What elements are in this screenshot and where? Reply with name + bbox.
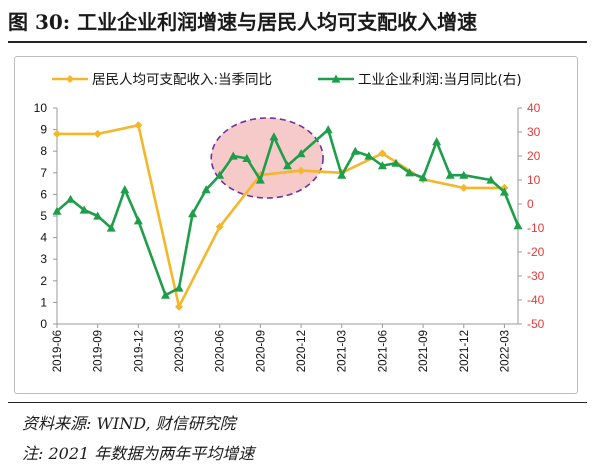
footer-rule <box>8 402 587 403</box>
profit-data-point <box>174 283 184 292</box>
profit-data-point <box>283 161 292 170</box>
profit-data-point <box>66 194 76 203</box>
legend-profit-label: 工业企业利润:当月同比(右) <box>358 71 522 88</box>
profit-data-point <box>364 151 374 160</box>
profit-data-point <box>405 168 415 177</box>
legend: 居民人均可支配收入:当季同比 工业企业利润:当月同比(右) <box>52 71 522 88</box>
right-tick-label: 30 <box>527 125 541 139</box>
left-tick-label: 1 <box>40 295 47 309</box>
profit-data-point <box>93 211 103 220</box>
profit-data-point <box>215 170 225 179</box>
profit-series-line <box>56 128 520 297</box>
profit-data-point <box>269 132 279 141</box>
income-data-point <box>93 129 102 138</box>
right-tick-label: -40 <box>527 293 545 307</box>
profit-data-point <box>106 223 116 232</box>
income-series-line <box>57 124 505 309</box>
profit-data-point <box>228 151 238 160</box>
profit-data-point <box>445 170 455 179</box>
profit-data-point <box>337 170 347 179</box>
legend-income-label: 居民人均可支配收入:当季同比 <box>92 72 272 88</box>
profit-data-point <box>242 153 252 162</box>
income-data-point <box>378 149 387 158</box>
source-note: 资料来源: WIND, 财信研究院 <box>22 414 236 433</box>
x-tick-label: 2021-06 <box>377 330 389 372</box>
left-tick-label: 0 <box>40 317 47 331</box>
profit-data-point <box>499 187 509 196</box>
x-tick-label: 2019-06 <box>52 330 64 372</box>
left-tick-label: 2 <box>40 274 47 288</box>
income-data-point <box>459 183 468 192</box>
profit-data-point <box>323 125 333 134</box>
right-tick-label: 20 <box>527 149 541 163</box>
x-tick-label: 2020-03 <box>174 330 186 372</box>
legend-income-marker <box>66 75 74 83</box>
figure-title: 图 30: 工业企业利润增速与居民人均可支配收入增速 <box>8 10 478 34</box>
profit-data-point <box>418 173 428 182</box>
series-layer <box>52 121 523 311</box>
right-tick-label: -50 <box>527 317 545 331</box>
income-data-point <box>215 222 224 231</box>
right-tick-label: 0 <box>527 197 534 211</box>
footnote: 注: 2021 年数据为两年平均增速 <box>22 444 255 463</box>
profit-data-point <box>255 175 265 184</box>
income-data-point <box>134 121 143 130</box>
left-tick-label: 5 <box>40 209 47 223</box>
income-data-point <box>297 166 306 175</box>
left-tick-label: 8 <box>40 144 47 158</box>
profit-data-point <box>79 205 89 214</box>
income-data-point <box>53 129 61 138</box>
profit-data-point <box>160 290 170 299</box>
profit-data-point <box>133 216 143 225</box>
x-tick-label: 2019-12 <box>133 330 145 372</box>
x-tick-label: 2020-09 <box>255 330 267 372</box>
profit-data-point <box>377 161 387 170</box>
profit-data-point <box>513 221 523 230</box>
left-tick-label: 10 <box>34 101 48 115</box>
legend-profit-marker <box>331 74 341 83</box>
right-tick-label: -20 <box>527 245 545 259</box>
right-tick-label: -30 <box>527 269 545 283</box>
profit-data-point <box>52 206 62 215</box>
left-tick-label: 9 <box>40 123 47 137</box>
left-tick-label: 4 <box>40 231 47 245</box>
left-tick-label: 7 <box>40 166 47 180</box>
income-data-point <box>175 302 184 311</box>
right-tick-label: 40 <box>527 101 541 115</box>
profit-data-point <box>201 185 211 194</box>
profit-data-point <box>391 158 401 167</box>
profit-data-point <box>120 185 130 194</box>
left-tick-label: 3 <box>40 252 47 266</box>
profit-data-point <box>486 175 496 184</box>
profit-data-point <box>459 170 469 179</box>
x-tick-label: 2022-03 <box>499 330 511 372</box>
x-tick-label: 2020-12 <box>296 330 308 372</box>
title-underline <box>8 41 587 43</box>
profit-data-point <box>296 149 306 158</box>
right-tick-label: 10 <box>527 173 541 187</box>
axes-layer: 0 1 2 3 4 5 6 7 8 9 10 40 30 20 10 0 -10 -20 -30 -40 -50 2019… <box>34 101 545 372</box>
left-tick-label: 6 <box>40 187 47 201</box>
x-tick-label: 2021-12 <box>459 330 471 372</box>
profit-data-point <box>188 209 198 218</box>
x-tick-label: 2019-09 <box>93 330 105 372</box>
profit-data-point <box>350 146 360 155</box>
profit-data-point <box>432 137 442 146</box>
x-tick-label: 2020-06 <box>215 330 227 372</box>
x-tick-label: 2021-03 <box>337 330 349 372</box>
right-tick-label: -10 <box>527 221 545 235</box>
x-tick-label: 2021-09 <box>418 330 430 372</box>
